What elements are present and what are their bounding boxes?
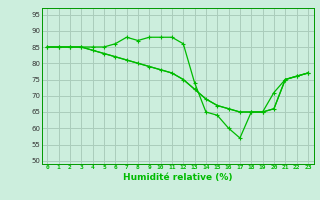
X-axis label: Humidité relative (%): Humidité relative (%) xyxy=(123,173,232,182)
